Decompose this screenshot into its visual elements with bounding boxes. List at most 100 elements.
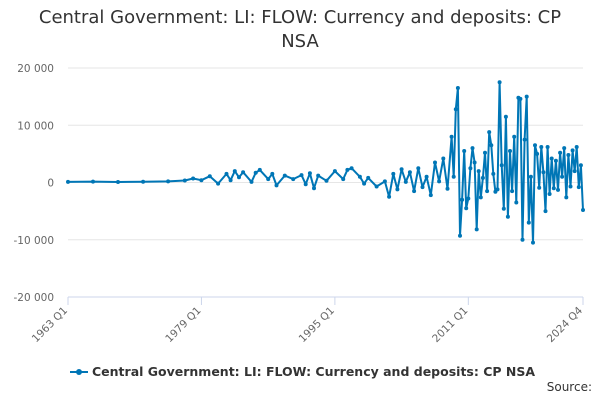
data-point [489, 143, 494, 148]
data-point [533, 143, 537, 148]
data-point [407, 170, 412, 175]
data-point [416, 166, 421, 171]
data-point [495, 187, 500, 192]
data-point [545, 145, 550, 149]
data-point [483, 150, 487, 155]
series-line [67, 81, 584, 244]
data-point [141, 179, 146, 184]
data-point [528, 174, 533, 179]
data-point [224, 171, 229, 176]
data-point [445, 186, 450, 191]
data-point [441, 156, 446, 161]
data-point [362, 181, 367, 186]
data-point [216, 181, 221, 186]
data-point [303, 182, 308, 187]
data-point [166, 179, 171, 184]
x-axis: 1963 Q1 1979 Q1 1995 Q1 2011 Q1 2024 Q4 [30, 296, 585, 345]
data-point [556, 187, 560, 192]
data-point [560, 174, 565, 179]
data-point [199, 178, 204, 183]
data-point [541, 170, 546, 175]
data-point [514, 200, 519, 205]
y-tick-label: 0 [47, 178, 54, 190]
data-point [512, 134, 517, 139]
data-point [66, 179, 70, 184]
data-point [282, 173, 287, 178]
y-tick-label: 10 000 [17, 120, 54, 132]
data-point [547, 192, 552, 196]
data-point [520, 237, 525, 242]
data-point [526, 220, 531, 225]
data-point [428, 193, 433, 198]
data-point [535, 151, 540, 156]
data-point [468, 166, 473, 171]
data-point [91, 179, 95, 184]
data-point [249, 179, 254, 184]
data-point [395, 187, 400, 192]
x-tick-label: 2011 Q1 [430, 305, 470, 345]
data-point [332, 169, 337, 174]
data-point [316, 173, 321, 178]
data-point [570, 148, 575, 153]
data-point [510, 189, 515, 194]
data-point [472, 160, 477, 165]
data-point [116, 180, 120, 184]
data-point [349, 166, 354, 171]
data-point [558, 150, 563, 155]
data-point [191, 176, 196, 181]
data-point [437, 179, 442, 184]
data-point [551, 186, 556, 191]
x-tick-label: 1963 Q1 [30, 305, 70, 345]
data-point [274, 183, 279, 188]
data-point [182, 178, 187, 183]
data-point [412, 189, 417, 194]
data-point [453, 107, 458, 112]
data-point [391, 171, 396, 176]
chart-title: Central Government: LI: FLOW: Currency a… [0, 6, 600, 54]
data-point [543, 209, 548, 214]
data-point [578, 163, 583, 168]
data-point [257, 167, 262, 172]
data-point [270, 171, 275, 176]
data-point [266, 177, 271, 182]
series-plot[interactable] [66, 80, 585, 245]
data-point [357, 174, 362, 179]
data-point [299, 173, 304, 178]
data-point [474, 227, 479, 232]
chart-title-line2: NSA [281, 31, 319, 52]
data-point [487, 130, 492, 135]
data-point [522, 137, 527, 142]
data-point [553, 158, 558, 163]
data-point [374, 184, 379, 189]
data-point [291, 177, 296, 182]
y-tick-label: -20 000 [13, 292, 54, 304]
data-point [480, 175, 485, 180]
data-point [462, 149, 467, 153]
x-tick-label: 1979 Q1 [163, 305, 203, 345]
legend-line-marker-icon [70, 367, 88, 377]
data-point [491, 171, 496, 176]
data-point [232, 169, 237, 174]
data-point [387, 194, 392, 199]
data-point [366, 175, 371, 180]
data-point [524, 94, 529, 99]
data-point [464, 206, 469, 211]
data-point [539, 145, 544, 149]
data-point [503, 114, 508, 119]
data-point [566, 153, 571, 157]
data-point [562, 146, 567, 151]
y-tick-label: -10 000 [13, 235, 54, 247]
data-point [399, 167, 404, 172]
y-axis: 20 000 10 000 0 -10 000 -20 000 [13, 63, 54, 304]
data-point [574, 145, 579, 149]
legend-item[interactable]: Central Government: LI: FLOW: Currency a… [70, 364, 535, 379]
data-point [237, 175, 241, 180]
data-point [324, 178, 329, 183]
data-point [307, 171, 312, 176]
data-point [508, 149, 512, 153]
data-point [449, 134, 454, 139]
data-point [505, 214, 510, 219]
data-point [345, 167, 350, 172]
data-point [537, 185, 542, 190]
